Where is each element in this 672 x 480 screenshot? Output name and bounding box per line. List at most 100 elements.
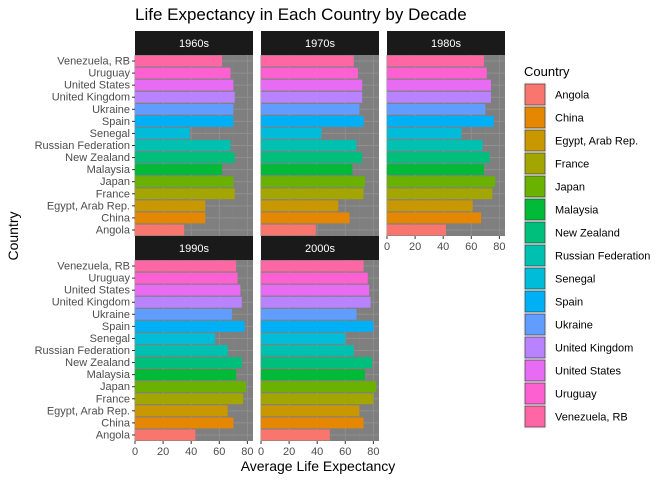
bar-malaysia xyxy=(135,369,237,381)
legend-item-new-zealand: New Zealand xyxy=(523,220,620,245)
bar-venezuela-rb xyxy=(135,260,237,272)
bar-egypt-arab-rep xyxy=(135,405,228,417)
legend-swatch xyxy=(524,198,546,221)
y-tick-label: Uruguay xyxy=(88,68,130,80)
bar-new-zealand xyxy=(135,152,235,163)
x-tick-label: 40 xyxy=(437,241,449,253)
bar-egypt-arab-rep xyxy=(261,200,339,212)
bar-russian-federation xyxy=(261,345,354,356)
legend-label: China xyxy=(555,113,585,125)
y-tick-label: Venezuela, RB xyxy=(57,56,130,68)
legend-swatch xyxy=(524,290,546,313)
y-tick-label: France xyxy=(96,393,130,405)
facet-strip-label: 1960s xyxy=(179,38,209,50)
x-tick-label: 60 xyxy=(339,446,351,458)
x-tick-label: 40 xyxy=(185,446,197,458)
bar-united-states xyxy=(387,79,491,91)
bar-china xyxy=(261,212,350,224)
bar-uruguay xyxy=(261,67,358,79)
y-tick-label: Spain xyxy=(102,116,130,128)
bar-new-zealand xyxy=(261,357,372,368)
bar-spain xyxy=(261,115,364,127)
facet-strip-label: 1980s xyxy=(431,38,461,50)
bar-russian-federation xyxy=(387,140,483,151)
legend-item-china: China xyxy=(523,105,585,130)
y-tick-label: United Kingdom xyxy=(52,92,130,104)
bar-united-states xyxy=(261,79,363,91)
legend-item-malaysia: Malaysia xyxy=(523,197,599,222)
legend-label: New Zealand xyxy=(555,228,620,240)
bar-angola xyxy=(387,224,446,236)
y-tick-label: New Zealand xyxy=(65,152,130,164)
x-tick-label: 0 xyxy=(258,446,264,458)
y-tick-label: New Zealand xyxy=(65,357,130,369)
bar-china xyxy=(261,417,364,429)
legend-item-senegal: Senegal xyxy=(523,266,595,291)
legend-item-angola: Angola xyxy=(523,82,590,107)
y-tick-label: Malaysia xyxy=(87,369,131,381)
bar-russian-federation xyxy=(135,345,228,356)
x-tick-label: 80 xyxy=(493,241,505,253)
legend-swatch xyxy=(524,267,546,290)
bar-spain xyxy=(135,115,234,127)
y-tick-label: France xyxy=(96,188,130,200)
legend-swatch xyxy=(524,83,546,106)
y-tick-label: United States xyxy=(64,80,131,92)
y-tick-label: United Kingdom xyxy=(52,297,130,309)
y-tick-label: Senegal xyxy=(90,333,130,345)
bar-france xyxy=(135,188,235,200)
bar-china xyxy=(135,212,206,224)
bar-new-zealand xyxy=(387,152,490,163)
y-tick-label: Japan xyxy=(100,176,130,188)
bar-uruguay xyxy=(135,67,231,79)
legend-title: Country xyxy=(524,64,570,79)
legend-swatch xyxy=(524,175,546,198)
bar-angola xyxy=(261,429,330,441)
facet-strip-label: 2000s xyxy=(305,243,335,255)
x-tick-label: 80 xyxy=(241,446,253,458)
legend-swatch xyxy=(524,336,546,359)
bar-united-states xyxy=(135,79,234,91)
legend-item-uruguay: Uruguay xyxy=(523,381,597,406)
legend-swatch xyxy=(524,129,546,152)
legend-label: Ukraine xyxy=(555,320,593,332)
bar-angola xyxy=(135,429,196,441)
legend-label: Uruguay xyxy=(555,389,597,401)
bar-united-kingdom xyxy=(261,296,371,308)
legend-item-united-kingdom: United Kingdom xyxy=(523,335,633,360)
x-tick-label: 80 xyxy=(367,446,379,458)
chart-title: Life Expectancy in Each Country by Decad… xyxy=(135,5,467,24)
bar-japan xyxy=(387,176,496,188)
bar-united-kingdom xyxy=(135,296,242,308)
legend-label: Japan xyxy=(555,182,585,194)
bar-ukraine xyxy=(387,103,486,115)
legend-swatch xyxy=(524,244,546,267)
y-tick-label: Ukraine xyxy=(92,309,130,321)
legend-label: Senegal xyxy=(555,274,595,286)
bar-france xyxy=(261,393,374,405)
y-tick-label: Spain xyxy=(102,321,130,333)
legend-item-france: France xyxy=(523,151,589,176)
bar-russian-federation xyxy=(261,140,357,151)
facet-strip xyxy=(135,31,253,55)
y-tick-label: Russian Federation xyxy=(35,140,130,152)
y-tick-label: Venezuela, RB xyxy=(57,261,130,273)
y-tick-label: Egypt, Arab Rep. xyxy=(47,405,130,417)
bar-japan xyxy=(261,381,377,393)
facet-panel-2000s: 2000s 0 20 40 60 80 xyxy=(258,236,380,458)
facet-strip xyxy=(387,31,505,55)
bar-senegal xyxy=(135,333,216,344)
y-tick-label: Senegal xyxy=(90,128,130,140)
bar-uruguay xyxy=(261,272,368,284)
x-tick-label: 0 xyxy=(384,241,390,253)
bar-spain xyxy=(261,320,374,332)
bar-france xyxy=(387,188,493,200)
bar-malaysia xyxy=(135,164,223,176)
y-tick-label: Egypt, Arab Rep. xyxy=(47,200,130,212)
bar-france xyxy=(261,188,364,200)
bar-united-kingdom xyxy=(135,91,235,103)
x-axis-title: Average Life Expectancy xyxy=(241,458,396,474)
bar-senegal xyxy=(261,333,346,344)
